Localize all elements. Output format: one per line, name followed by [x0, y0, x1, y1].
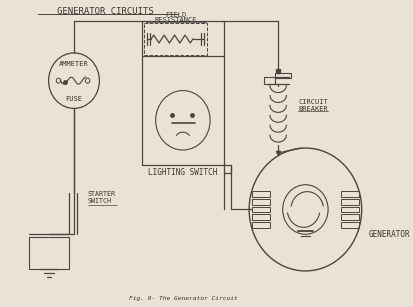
Text: LIGHTING SWITCH: LIGHTING SWITCH — [148, 168, 218, 177]
Text: FUSE: FUSE — [66, 96, 83, 103]
Bar — [341, 215, 359, 220]
Text: Fig. 9- The Generator Circuit: Fig. 9- The Generator Circuit — [128, 296, 237, 301]
Text: AMMETER: AMMETER — [59, 61, 89, 67]
Text: STARTER
SWITCH: STARTER SWITCH — [88, 191, 116, 204]
Bar — [144, 23, 207, 55]
Bar — [341, 199, 359, 204]
Bar — [142, 56, 224, 165]
Bar — [275, 73, 291, 78]
Bar — [341, 222, 359, 228]
Bar — [263, 77, 275, 84]
Text: RESISTANCE: RESISTANCE — [154, 17, 197, 23]
Text: CIRCUIT
BREAKER: CIRCUIT BREAKER — [298, 99, 328, 112]
Bar — [28, 237, 69, 269]
Bar — [252, 215, 270, 220]
Text: GENERATOR: GENERATOR — [369, 230, 411, 239]
Bar — [341, 191, 359, 196]
Text: GENERATOR CIRCUITS: GENERATOR CIRCUITS — [57, 7, 154, 16]
Bar — [252, 207, 270, 212]
Bar — [252, 191, 270, 196]
Bar — [252, 199, 270, 204]
Bar — [252, 222, 270, 228]
Bar — [341, 207, 359, 212]
Text: FIELD: FIELD — [165, 12, 186, 18]
